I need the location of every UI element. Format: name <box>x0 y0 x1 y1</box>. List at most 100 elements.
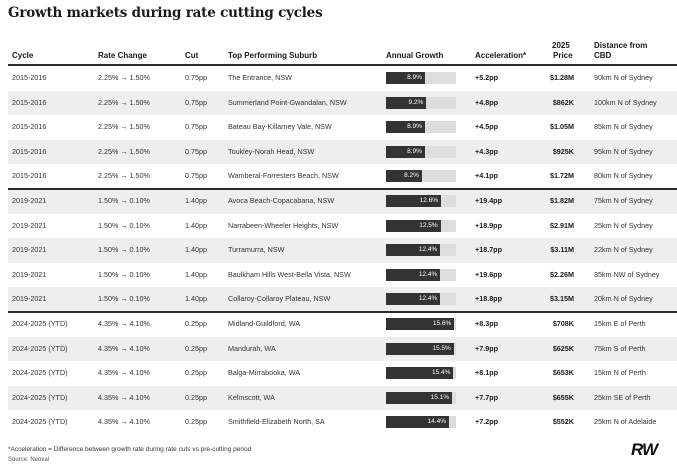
group-divider-2024 <box>8 311 677 313</box>
price-cell: $653K <box>552 368 574 378</box>
growth-bar: 12.6% <box>386 194 442 207</box>
cycle-cell: 2024-2025 (YTD) <box>12 368 68 378</box>
growth-bar-track: 9.2% <box>386 96 456 109</box>
growth-bar: 8.9% <box>386 121 425 134</box>
price-cell: $3.11M <box>550 245 574 255</box>
rate-change-cell: 1.50% → 0.10% <box>98 195 150 205</box>
table-row: 2019-2021 1.50% → 0.10% 1.40pp Baulkham Hil… <box>8 263 677 288</box>
acceleration-cell: +18.8pp <box>475 294 502 304</box>
table-row: 2024-2025 (YTD) 4.35% → 4.10% 0.25pp Smithf… <box>8 410 677 435</box>
cut-cell: 1.40pp <box>185 269 207 279</box>
cycle-cell: 2024-2025 (YTD) <box>12 417 68 427</box>
cycle-cell: 2015-2016 <box>12 97 47 107</box>
price-cell: $1.28M <box>550 73 574 82</box>
acceleration-cell: +19.4pp <box>475 195 502 205</box>
price-cell: $625K <box>552 343 574 353</box>
suburb-cell: Avoca Beach-Copacabana, NSW <box>228 195 335 205</box>
rate-change-cell: 1.50% → 0.10% <box>98 294 150 304</box>
group-divider-2019 <box>8 188 677 190</box>
distance-cell: 80km N of Sydney <box>594 171 653 181</box>
suburb-cell: Narrabeen-Wheeler Heights, NSW <box>228 220 339 230</box>
acceleration-cell: +4.3pp <box>475 146 498 156</box>
table-row: 2015-2016 2.25% → 1.50% 0.75pp Bateau Bay-K… <box>8 115 677 140</box>
cut-cell: 0.25pp <box>185 368 207 378</box>
acceleration-cell: +8.1pp <box>475 368 498 378</box>
cycle-cell: 2019-2021 <box>12 294 47 304</box>
rate-change-cell: 2.25% → 1.50% <box>98 171 150 181</box>
growth-bar: 12.4% <box>386 293 441 306</box>
source-note: Source: Neoval <box>8 457 50 463</box>
distance-cell: 15km N of Perth <box>594 368 646 378</box>
distance-cell: 25km SE of Perth <box>594 392 651 402</box>
header-price-line2: Price <box>553 51 573 60</box>
table-row: 2015-2016 2.25% → 1.50% 0.75pp Toukley-Nora… <box>8 139 677 165</box>
cycle-cell: 2019-2021 <box>12 269 47 279</box>
suburb-cell: Baulkham Hills West-Bella Vista, NSW <box>228 269 351 279</box>
growth-bar-track: 14.4% <box>386 416 456 429</box>
acceleration-cell: +7.2pp <box>475 417 498 427</box>
price-cell: $552K <box>552 417 574 427</box>
growth-bar: 12.4% <box>386 244 441 257</box>
rate-change-cell: 2.25% → 1.50% <box>98 97 150 107</box>
price-cell: $2.91M <box>550 220 574 230</box>
cut-cell: 1.40pp <box>185 220 207 230</box>
growth-bar-track: 8.9% <box>386 145 456 158</box>
header-price-line1: 2025 <box>552 41 570 50</box>
growth-bar-track: 12.5% <box>386 219 456 232</box>
suburb-cell: Bateau Bay-Killarney Vale, NSW <box>228 122 332 132</box>
header-suburb: Top Performing Suburb <box>228 51 318 60</box>
growth-bar-track: 12.4% <box>386 244 456 257</box>
distance-cell: 22km N of Sydney <box>594 245 653 255</box>
cycle-cell: 2019-2021 <box>12 220 47 230</box>
price-cell: $2.26M <box>550 269 574 279</box>
header-rate-change: Rate Change <box>98 51 147 60</box>
cycle-cell: 2015-2016 <box>12 73 47 82</box>
header-distance-line1: Distance from <box>594 41 648 50</box>
cycle-cell: 2015-2016 <box>12 146 47 156</box>
distance-cell: 25km N of Sydney <box>594 220 653 230</box>
suburb-cell: Turramurra, NSW <box>228 245 285 255</box>
growth-bar-track: 12.4% <box>386 268 456 281</box>
cycle-cell: 2015-2016 <box>12 122 47 132</box>
distance-cell: 20km N of Sydney <box>594 294 653 304</box>
cut-cell: 0.25pp <box>185 417 207 427</box>
growth-bar-track: 15.1% <box>386 391 456 404</box>
price-cell: $1.82M <box>550 195 574 205</box>
acceleration-cell: +4.5pp <box>475 122 498 132</box>
rate-change-cell: 4.35% → 4.10% <box>98 368 150 378</box>
cycle-cell: 2024-2025 (YTD) <box>12 343 68 353</box>
cut-cell: 0.75pp <box>185 171 207 181</box>
acceleration-cell: +5.2pp <box>475 73 498 82</box>
cycle-cell: 2024-2025 (YTD) <box>12 392 68 402</box>
footnote: *Acceleration = Difference between growt… <box>8 446 252 453</box>
rate-change-cell: 4.35% → 4.10% <box>98 392 150 402</box>
cut-cell: 0.25pp <box>185 343 207 353</box>
growth-bar-track: 15.5% <box>386 342 456 355</box>
distance-cell: 35km NW of Sydney <box>594 269 660 279</box>
rate-change-cell: 4.35% → 4.10% <box>98 318 150 328</box>
table-row: 2019-2021 1.50% → 0.10% 1.40pp Avoca Beach-… <box>8 188 677 214</box>
price-cell: $708K <box>552 318 574 328</box>
table-row: 2019-2021 1.50% → 0.10% 1.40pp Turramurra, … <box>8 238 677 263</box>
growth-bar: 8.9% <box>386 72 425 84</box>
table-row: 2019-2021 1.50% → 0.10% 1.40pp Narrabeen-Wh… <box>8 214 677 239</box>
table-row: 2015-2016 2.25% → 1.50% 0.75pp Summerland P… <box>8 90 677 116</box>
distance-cell: 85km N of Sydney <box>594 122 653 132</box>
growth-bar: 8.2% <box>386 170 422 183</box>
growth-bar-track: 15.4% <box>386 367 456 380</box>
table-row: 2015-2016 2.25% → 1.50% 0.75pp Wamberal-For… <box>8 164 677 189</box>
price-cell: $3.15M <box>550 294 574 304</box>
table-row: 2015-2016 2.25% → 1.50% 0.75pp The Entrance… <box>8 66 677 91</box>
suburb-cell: Mandurah, WA <box>228 343 276 353</box>
cut-cell: 0.75pp <box>185 97 207 107</box>
acceleration-cell: +7.7pp <box>475 392 498 402</box>
header-divider <box>8 64 677 66</box>
price-cell: $862K <box>552 97 574 107</box>
growth-table-body: 2015-2016 2.25% → 1.50% 0.75pp The Entrance… <box>8 66 677 435</box>
table-row: 2024-2025 (YTD) 4.35% → 4.10% 0.25pp Balga-… <box>8 361 677 386</box>
rate-change-cell: 4.35% → 4.10% <box>98 417 150 427</box>
acceleration-cell: +19.6pp <box>475 269 502 279</box>
distance-cell: 15km E of Perth <box>594 318 646 328</box>
suburb-cell: Collaroy-Collaroy Plateau, NSW <box>228 294 331 304</box>
acceleration-cell: +4.1pp <box>475 171 498 181</box>
